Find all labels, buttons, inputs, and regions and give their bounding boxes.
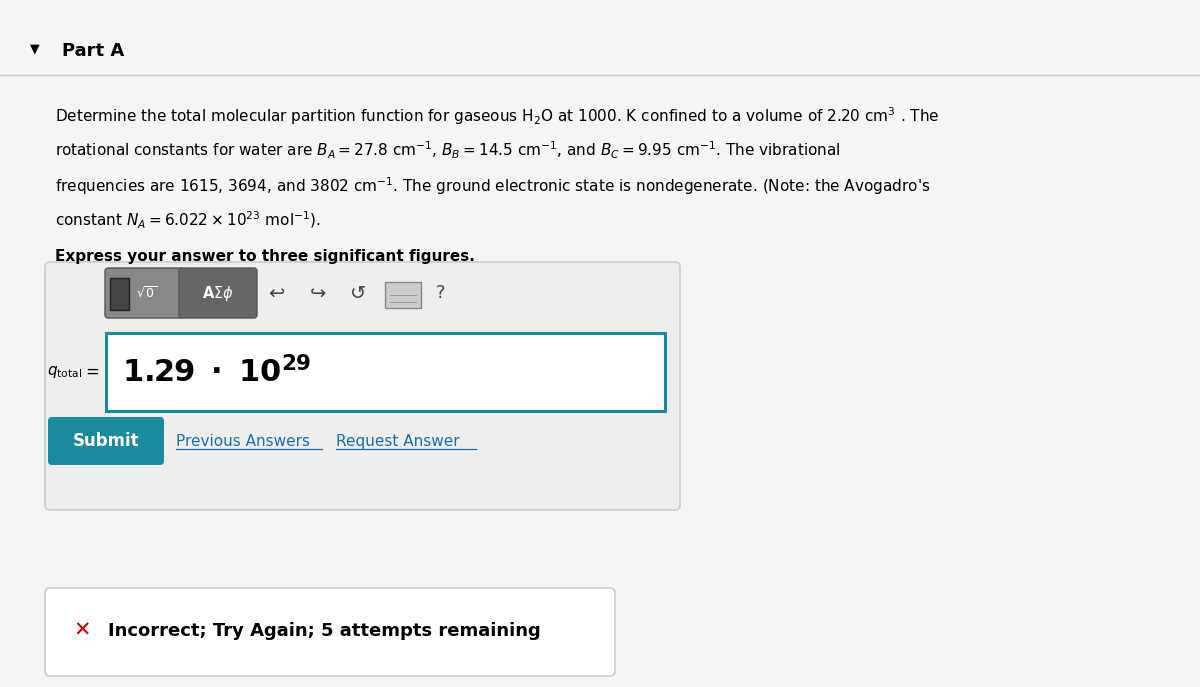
Text: ✕: ✕ [73, 621, 91, 641]
FancyBboxPatch shape [179, 268, 257, 318]
Text: rotational constants for water are $B_A = 27.8\ \mathrm{cm}^{-1}$, $B_B = 14.5\ : rotational constants for water are $B_A … [55, 140, 840, 161]
Text: Express your answer to three significant figures.: Express your answer to three significant… [55, 249, 475, 264]
Text: ▼: ▼ [30, 42, 40, 55]
Text: A$\Sigma\phi$: A$\Sigma\phi$ [202, 284, 234, 302]
Text: constant $N_A = 6.022 \times 10^{23}\ \mathrm{mol}^{-1}$).: constant $N_A = 6.022 \times 10^{23}\ \m… [55, 210, 320, 231]
Text: =: = [85, 363, 98, 381]
FancyBboxPatch shape [385, 282, 421, 308]
Text: ↩: ↩ [268, 284, 284, 302]
Text: Incorrect; Try Again; 5 attempts remaining: Incorrect; Try Again; 5 attempts remaini… [108, 622, 541, 640]
Text: Request Answer: Request Answer [336, 433, 460, 449]
Text: Previous Answers: Previous Answers [176, 433, 310, 449]
FancyBboxPatch shape [48, 417, 164, 465]
FancyBboxPatch shape [46, 262, 680, 510]
Text: Submit: Submit [73, 432, 139, 450]
Text: $q_\mathrm{total}$: $q_\mathrm{total}$ [47, 364, 82, 380]
FancyBboxPatch shape [110, 278, 130, 310]
FancyBboxPatch shape [106, 268, 182, 318]
Text: $\mathbf{1.29\ \bullet\ 10^{29}}$: $\mathbf{1.29\ \bullet\ 10^{29}}$ [122, 356, 311, 388]
Text: $\sqrt{0}$: $\sqrt{0}$ [136, 285, 157, 301]
Text: ↪: ↪ [310, 284, 326, 302]
Text: ↺: ↺ [350, 284, 366, 302]
Text: Determine the total molecular partition function for gaseous H$_2$O at 1000. K c: Determine the total molecular partition … [55, 105, 940, 126]
Text: ?: ? [436, 284, 445, 302]
FancyBboxPatch shape [46, 588, 616, 676]
Text: Part A: Part A [62, 42, 125, 60]
Text: frequencies are 1615, 3694, and 3802 cm$^{-1}$. The ground electronic state is n: frequencies are 1615, 3694, and 3802 cm$… [55, 175, 930, 196]
FancyBboxPatch shape [106, 333, 665, 411]
